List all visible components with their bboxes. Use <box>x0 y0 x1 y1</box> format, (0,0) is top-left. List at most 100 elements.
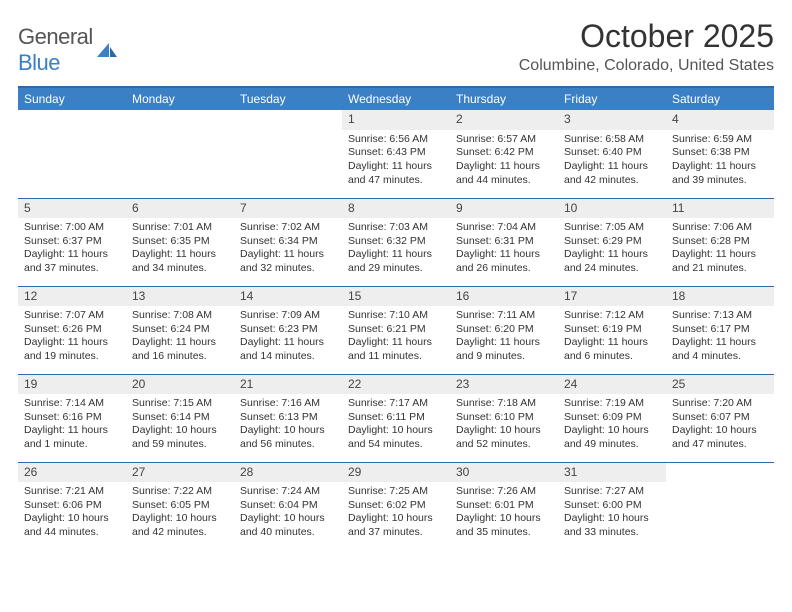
sunset-line: Sunset: 6:21 PM <box>348 323 444 337</box>
calendar-cell: 22Sunrise: 7:17 AMSunset: 6:11 PMDayligh… <box>342 374 450 462</box>
daylight-line: Daylight: 11 hours and 16 minutes. <box>132 336 228 363</box>
sunrise-line: Sunrise: 6:58 AM <box>564 133 660 147</box>
daylight-line: Daylight: 11 hours and 6 minutes. <box>564 336 660 363</box>
day-data: Sunrise: 6:57 AMSunset: 6:42 PMDaylight:… <box>450 130 558 192</box>
calendar-cell <box>126 110 234 198</box>
logo-word2: Blue <box>18 50 60 75</box>
sunset-line: Sunset: 6:23 PM <box>240 323 336 337</box>
sunrise-line: Sunrise: 7:27 AM <box>564 485 660 499</box>
day-number: 7 <box>234 199 342 219</box>
day-number: 17 <box>558 287 666 307</box>
calendar-cell: 14Sunrise: 7:09 AMSunset: 6:23 PMDayligh… <box>234 286 342 374</box>
sunset-line: Sunset: 6:19 PM <box>564 323 660 337</box>
sunset-line: Sunset: 6:38 PM <box>672 146 768 160</box>
daylight-line: Daylight: 10 hours and 54 minutes. <box>348 424 444 451</box>
day-data: Sunrise: 7:22 AMSunset: 6:05 PMDaylight:… <box>126 482 234 544</box>
daylight-line: Daylight: 11 hours and 44 minutes. <box>456 160 552 187</box>
calendar-cell: 31Sunrise: 7:27 AMSunset: 6:00 PMDayligh… <box>558 462 666 550</box>
day-number: 4 <box>666 110 774 130</box>
day-number: 26 <box>18 463 126 483</box>
weekday-header: Friday <box>558 87 666 110</box>
daylight-line: Daylight: 11 hours and 26 minutes. <box>456 248 552 275</box>
sunrise-line: Sunrise: 6:56 AM <box>348 133 444 147</box>
calendar-cell: 3Sunrise: 6:58 AMSunset: 6:40 PMDaylight… <box>558 110 666 198</box>
day-number: 25 <box>666 375 774 395</box>
sunset-line: Sunset: 6:35 PM <box>132 235 228 249</box>
daylight-line: Daylight: 10 hours and 52 minutes. <box>456 424 552 451</box>
day-data: Sunrise: 7:14 AMSunset: 6:16 PMDaylight:… <box>18 394 126 456</box>
daylight-line: Daylight: 11 hours and 4 minutes. <box>672 336 768 363</box>
day-number: 1 <box>342 110 450 130</box>
daylight-line: Daylight: 10 hours and 33 minutes. <box>564 512 660 539</box>
day-number: 14 <box>234 287 342 307</box>
day-number: 6 <box>126 199 234 219</box>
day-number: 27 <box>126 463 234 483</box>
day-number: 13 <box>126 287 234 307</box>
day-data: Sunrise: 7:04 AMSunset: 6:31 PMDaylight:… <box>450 218 558 280</box>
daylight-line: Daylight: 11 hours and 1 minute. <box>24 424 120 451</box>
daylight-line: Daylight: 11 hours and 11 minutes. <box>348 336 444 363</box>
calendar-cell: 28Sunrise: 7:24 AMSunset: 6:04 PMDayligh… <box>234 462 342 550</box>
day-number: 18 <box>666 287 774 307</box>
day-data: Sunrise: 7:05 AMSunset: 6:29 PMDaylight:… <box>558 218 666 280</box>
calendar-cell: 29Sunrise: 7:25 AMSunset: 6:02 PMDayligh… <box>342 462 450 550</box>
calendar-cell: 20Sunrise: 7:15 AMSunset: 6:14 PMDayligh… <box>126 374 234 462</box>
sunset-line: Sunset: 6:28 PM <box>672 235 768 249</box>
calendar-week-row: 12Sunrise: 7:07 AMSunset: 6:26 PMDayligh… <box>18 286 774 374</box>
calendar-cell: 23Sunrise: 7:18 AMSunset: 6:10 PMDayligh… <box>450 374 558 462</box>
sunrise-line: Sunrise: 7:00 AM <box>24 221 120 235</box>
calendar-cell: 7Sunrise: 7:02 AMSunset: 6:34 PMDaylight… <box>234 198 342 286</box>
sunrise-line: Sunrise: 7:08 AM <box>132 309 228 323</box>
daylight-line: Daylight: 11 hours and 19 minutes. <box>24 336 120 363</box>
sunset-line: Sunset: 6:16 PM <box>24 411 120 425</box>
day-number: 11 <box>666 199 774 219</box>
day-data: Sunrise: 6:58 AMSunset: 6:40 PMDaylight:… <box>558 130 666 192</box>
calendar-cell: 18Sunrise: 7:13 AMSunset: 6:17 PMDayligh… <box>666 286 774 374</box>
day-number: 28 <box>234 463 342 483</box>
calendar-cell: 15Sunrise: 7:10 AMSunset: 6:21 PMDayligh… <box>342 286 450 374</box>
sunset-line: Sunset: 6:11 PM <box>348 411 444 425</box>
title-block: October 2025 Columbine, Colorado, United… <box>519 18 774 75</box>
day-number: 22 <box>342 375 450 395</box>
day-data: Sunrise: 7:16 AMSunset: 6:13 PMDaylight:… <box>234 394 342 456</box>
logo-word1: General <box>18 24 93 49</box>
day-data: Sunrise: 6:59 AMSunset: 6:38 PMDaylight:… <box>666 130 774 192</box>
sunset-line: Sunset: 6:17 PM <box>672 323 768 337</box>
calendar-cell: 10Sunrise: 7:05 AMSunset: 6:29 PMDayligh… <box>558 198 666 286</box>
day-data: Sunrise: 7:12 AMSunset: 6:19 PMDaylight:… <box>558 306 666 368</box>
daylight-line: Daylight: 10 hours and 37 minutes. <box>348 512 444 539</box>
sunset-line: Sunset: 6:34 PM <box>240 235 336 249</box>
sunset-line: Sunset: 6:14 PM <box>132 411 228 425</box>
day-number: 20 <box>126 375 234 395</box>
day-data: Sunrise: 7:26 AMSunset: 6:01 PMDaylight:… <box>450 482 558 544</box>
day-number: 16 <box>450 287 558 307</box>
day-number: 12 <box>18 287 126 307</box>
sunrise-line: Sunrise: 7:14 AM <box>24 397 120 411</box>
calendar-table: SundayMondayTuesdayWednesdayThursdayFrid… <box>18 86 774 550</box>
logo-sail-icon <box>95 41 119 59</box>
day-number: 29 <box>342 463 450 483</box>
daylight-line: Daylight: 11 hours and 39 minutes. <box>672 160 768 187</box>
sunrise-line: Sunrise: 7:06 AM <box>672 221 768 235</box>
calendar-cell: 12Sunrise: 7:07 AMSunset: 6:26 PMDayligh… <box>18 286 126 374</box>
day-number: 30 <box>450 463 558 483</box>
weekday-header: Monday <box>126 87 234 110</box>
weekday-header-row: SundayMondayTuesdayWednesdayThursdayFrid… <box>18 87 774 110</box>
calendar-cell: 25Sunrise: 7:20 AMSunset: 6:07 PMDayligh… <box>666 374 774 462</box>
day-data: Sunrise: 7:17 AMSunset: 6:11 PMDaylight:… <box>342 394 450 456</box>
day-number: 9 <box>450 199 558 219</box>
sunrise-line: Sunrise: 7:07 AM <box>24 309 120 323</box>
day-number: 8 <box>342 199 450 219</box>
day-data: Sunrise: 7:07 AMSunset: 6:26 PMDaylight:… <box>18 306 126 368</box>
daylight-line: Daylight: 10 hours and 35 minutes. <box>456 512 552 539</box>
sunset-line: Sunset: 6:29 PM <box>564 235 660 249</box>
day-number: 10 <box>558 199 666 219</box>
sunrise-line: Sunrise: 6:57 AM <box>456 133 552 147</box>
day-data: Sunrise: 7:08 AMSunset: 6:24 PMDaylight:… <box>126 306 234 368</box>
logo: General Blue <box>18 18 119 76</box>
calendar-week-row: 19Sunrise: 7:14 AMSunset: 6:16 PMDayligh… <box>18 374 774 462</box>
calendar-cell: 1Sunrise: 6:56 AMSunset: 6:43 PMDaylight… <box>342 110 450 198</box>
daylight-line: Daylight: 11 hours and 29 minutes. <box>348 248 444 275</box>
day-number: 23 <box>450 375 558 395</box>
day-number: 5 <box>18 199 126 219</box>
